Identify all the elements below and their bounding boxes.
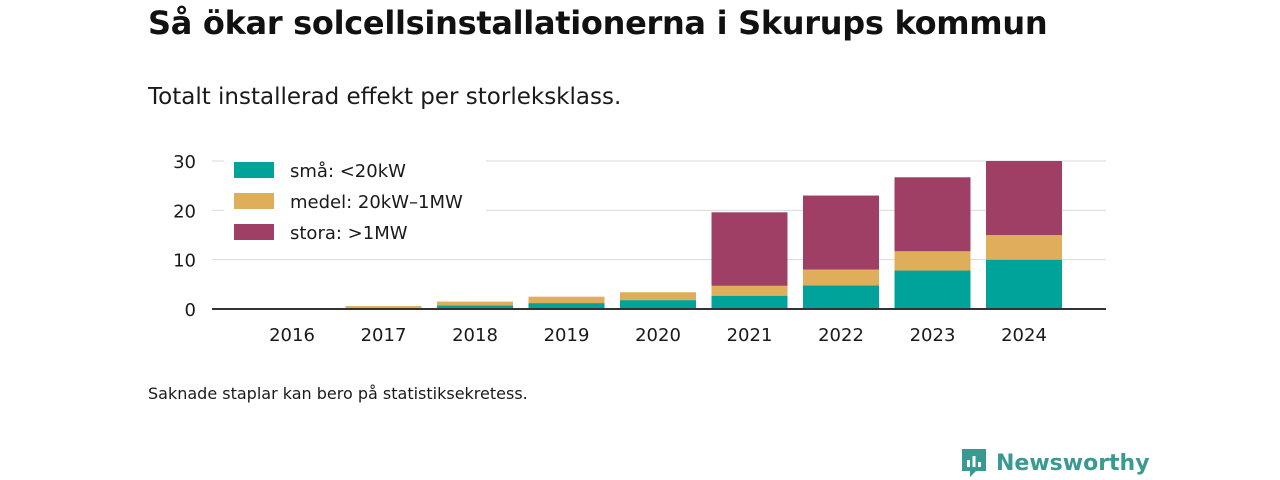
bar-segment-2019-sma — [528, 303, 605, 309]
chart-title: Så ökar solcellsinstallationerna i Skuru… — [148, 4, 1048, 42]
bar-segment-2021-sma — [711, 295, 788, 309]
x-tick-label: 2021 — [727, 325, 773, 346]
bar-segment-2024-sma — [986, 259, 1062, 309]
bar-segment-2021-medel — [711, 285, 788, 296]
x-tick-label: 2016 — [269, 325, 315, 346]
stacked-bar-chart: 0 10 20 30 2016 2017 2018 2019 2020 2021 2022 2023 2… — [173, 152, 1106, 346]
bar-segment-2023-stora — [894, 177, 971, 252]
chart-subtitle: Totalt installerad effekt per storlekskl… — [148, 84, 622, 110]
bar-segment-2018-medel — [437, 301, 513, 306]
legend-swatch — [234, 193, 274, 209]
x-tick-label: 2019 — [544, 325, 590, 346]
newsworthy-brand[interactable]: Newsworthy — [960, 446, 1150, 480]
legend-swatch — [234, 162, 274, 178]
bar-segment-2022-sma — [803, 285, 879, 309]
bar-segment-2023-sma — [894, 270, 971, 309]
bar-segment-2021-stora — [711, 212, 788, 286]
y-tick-label: 0 — [185, 300, 196, 321]
bar-segment-2020-sma — [620, 300, 696, 309]
brand-name: Newsworthy — [996, 450, 1150, 476]
legend-swatch — [234, 224, 274, 240]
x-tick-label: 2018 — [452, 325, 498, 346]
x-tick-label: 2020 — [635, 325, 681, 346]
bar-segment-2019-medel — [528, 296, 605, 304]
y-tick-label: 30 — [173, 152, 196, 173]
x-tick-label: 2024 — [1001, 325, 1047, 346]
bar-segment-2024-medel — [986, 235, 1062, 260]
bar-segment-2020-medel — [620, 292, 696, 301]
legend-label: medel: 20kW–1MW — [290, 192, 463, 213]
y-tick-label: 20 — [173, 201, 196, 222]
bar-segment-2024-stora — [986, 161, 1062, 235]
y-tick-label: 10 — [173, 251, 196, 272]
x-tick-label: 2023 — [910, 325, 956, 346]
bar-segment-2023-medel — [894, 251, 971, 271]
x-tick-label: 2017 — [361, 325, 407, 346]
footnote: Saknade staplar kan bero på statistiksek… — [148, 384, 528, 403]
bar-segment-2017-medel — [345, 306, 422, 309]
legend-label: små: <20kW — [290, 161, 406, 182]
x-tick-label: 2022 — [818, 325, 864, 346]
newsworthy-logo-icon — [962, 449, 986, 477]
legend-label: stora: >1MW — [290, 223, 408, 244]
bar-segment-2022-stora — [803, 195, 879, 270]
bar-segment-2018-sma — [437, 305, 513, 309]
bar-segment-2022-medel — [803, 269, 879, 286]
